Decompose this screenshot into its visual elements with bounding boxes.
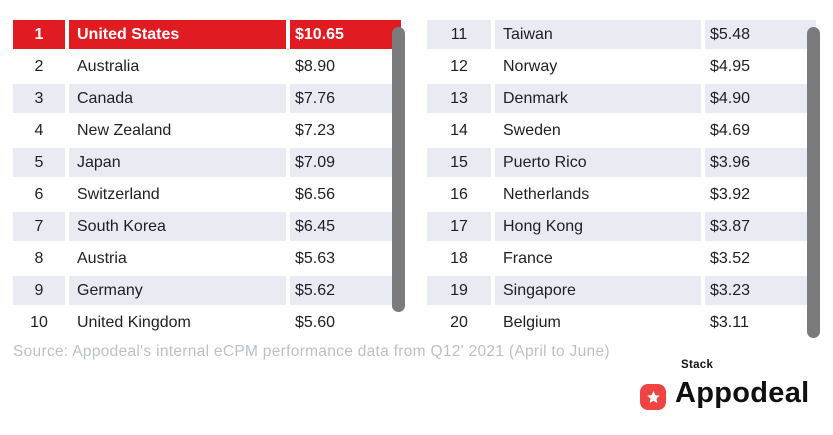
rank-cell: 3 xyxy=(13,84,65,113)
ecpm-table-ranks-11-20: 11 Taiwan $5.48 12 Norway $4.95 13 Denma… xyxy=(423,17,820,340)
table-row: 17 Hong Kong $3.87 xyxy=(427,212,816,241)
value-cell: $3.92 xyxy=(705,180,816,209)
value-cell: $3.52 xyxy=(705,244,816,273)
country-cell: Austria xyxy=(69,244,286,273)
country-cell: New Zealand xyxy=(69,116,286,145)
table-row: 18 France $3.52 xyxy=(427,244,816,273)
country-cell: Switzerland xyxy=(69,180,286,209)
country-cell: Puerto Rico xyxy=(495,148,701,177)
table-row: 8 Austria $5.63 xyxy=(13,244,401,273)
table-row: 11 Taiwan $5.48 xyxy=(427,20,816,49)
rank-cell: 1 xyxy=(13,20,65,49)
table-row: 16 Netherlands $3.92 xyxy=(427,180,816,209)
value-cell: $8.90 xyxy=(290,52,401,81)
table-row: 1 United States $10.65 xyxy=(13,20,401,49)
rank-cell: 13 xyxy=(427,84,491,113)
country-cell: Canada xyxy=(69,84,286,113)
rank-cell: 8 xyxy=(13,244,65,273)
ecpm-table-ranks-1-10: 1 United States $10.65 2 Australia $8.90… xyxy=(9,17,405,340)
rank-cell: 20 xyxy=(427,308,491,337)
value-cell: $4.90 xyxy=(705,84,816,113)
rank-cell: 12 xyxy=(427,52,491,81)
value-cell: $7.23 xyxy=(290,116,401,145)
scrollbar-thumb-right[interactable] xyxy=(807,27,820,338)
country-cell: Taiwan xyxy=(495,20,701,49)
country-cell: Norway xyxy=(495,52,701,81)
value-cell: $5.60 xyxy=(290,308,401,337)
country-cell: Germany xyxy=(69,276,286,305)
table-row: 5 Japan $7.09 xyxy=(13,148,401,177)
country-cell: Belgium xyxy=(495,308,701,337)
value-cell: $4.69 xyxy=(705,116,816,145)
country-cell: Hong Kong xyxy=(495,212,701,241)
country-cell: Sweden xyxy=(495,116,701,145)
rank-cell: 10 xyxy=(13,308,65,337)
value-cell: $3.96 xyxy=(705,148,816,177)
rank-cell: 6 xyxy=(13,180,65,209)
rank-cell: 9 xyxy=(13,276,65,305)
table-row: 10 United Kingdom $5.60 xyxy=(13,308,401,337)
rank-cell: 14 xyxy=(427,116,491,145)
value-cell: $6.45 xyxy=(290,212,401,241)
table-row: 19 Singapore $3.23 xyxy=(427,276,816,305)
value-cell: $3.23 xyxy=(705,276,816,305)
table-row: 7 South Korea $6.45 xyxy=(13,212,401,241)
rank-cell: 15 xyxy=(427,148,491,177)
country-cell: South Korea xyxy=(69,212,286,241)
country-cell: Denmark xyxy=(495,84,701,113)
table-row: 13 Denmark $4.90 xyxy=(427,84,816,113)
value-cell: $3.87 xyxy=(705,212,816,241)
rank-cell: 18 xyxy=(427,244,491,273)
table-row: 6 Switzerland $6.56 xyxy=(13,180,401,209)
value-cell: $5.48 xyxy=(705,20,816,49)
table-row: 4 New Zealand $7.23 xyxy=(13,116,401,145)
country-cell: Japan xyxy=(69,148,286,177)
rank-cell: 11 xyxy=(427,20,491,49)
appodeal-star-icon xyxy=(640,384,666,410)
table-row: 14 Sweden $4.69 xyxy=(427,116,816,145)
value-cell: $6.56 xyxy=(290,180,401,209)
value-cell: $4.95 xyxy=(705,52,816,81)
country-cell: Australia xyxy=(69,52,286,81)
rank-cell: 5 xyxy=(13,148,65,177)
table-row: 2 Australia $8.90 xyxy=(13,52,401,81)
value-cell: $7.76 xyxy=(290,84,401,113)
logo-brand-label: Appodeal xyxy=(675,377,810,409)
table-row: 9 Germany $5.62 xyxy=(13,276,401,305)
country-cell: France xyxy=(495,244,701,273)
value-cell: $3.11 xyxy=(705,308,816,337)
country-cell: Singapore xyxy=(495,276,701,305)
value-cell: $10.65 xyxy=(290,20,401,49)
value-cell: $5.63 xyxy=(290,244,401,273)
value-cell: $7.09 xyxy=(290,148,401,177)
rank-cell: 4 xyxy=(13,116,65,145)
rank-cell: 19 xyxy=(427,276,491,305)
table-row: 20 Belgium $3.11 xyxy=(427,308,816,337)
table-row: 3 Canada $7.76 xyxy=(13,84,401,113)
scrollbar-thumb-left[interactable] xyxy=(392,27,405,312)
country-cell: United Kingdom xyxy=(69,308,286,337)
country-cell: United States xyxy=(69,20,286,49)
value-cell: $5.62 xyxy=(290,276,401,305)
rank-cell: 7 xyxy=(13,212,65,241)
rank-cell: 2 xyxy=(13,52,65,81)
logo-stack-label: Stack xyxy=(681,359,714,371)
table-row: 12 Norway $4.95 xyxy=(427,52,816,81)
country-cell: Netherlands xyxy=(495,180,701,209)
rank-cell: 16 xyxy=(427,180,491,209)
source-note: Source: Appodeal's internal eCPM perform… xyxy=(13,343,610,360)
rank-cell: 17 xyxy=(427,212,491,241)
table-row: 15 Puerto Rico $3.96 xyxy=(427,148,816,177)
